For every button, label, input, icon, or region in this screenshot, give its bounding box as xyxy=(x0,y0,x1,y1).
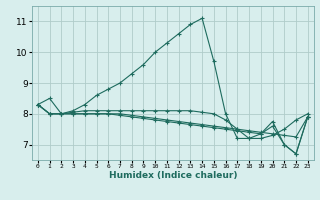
X-axis label: Humidex (Indice chaleur): Humidex (Indice chaleur) xyxy=(108,171,237,180)
